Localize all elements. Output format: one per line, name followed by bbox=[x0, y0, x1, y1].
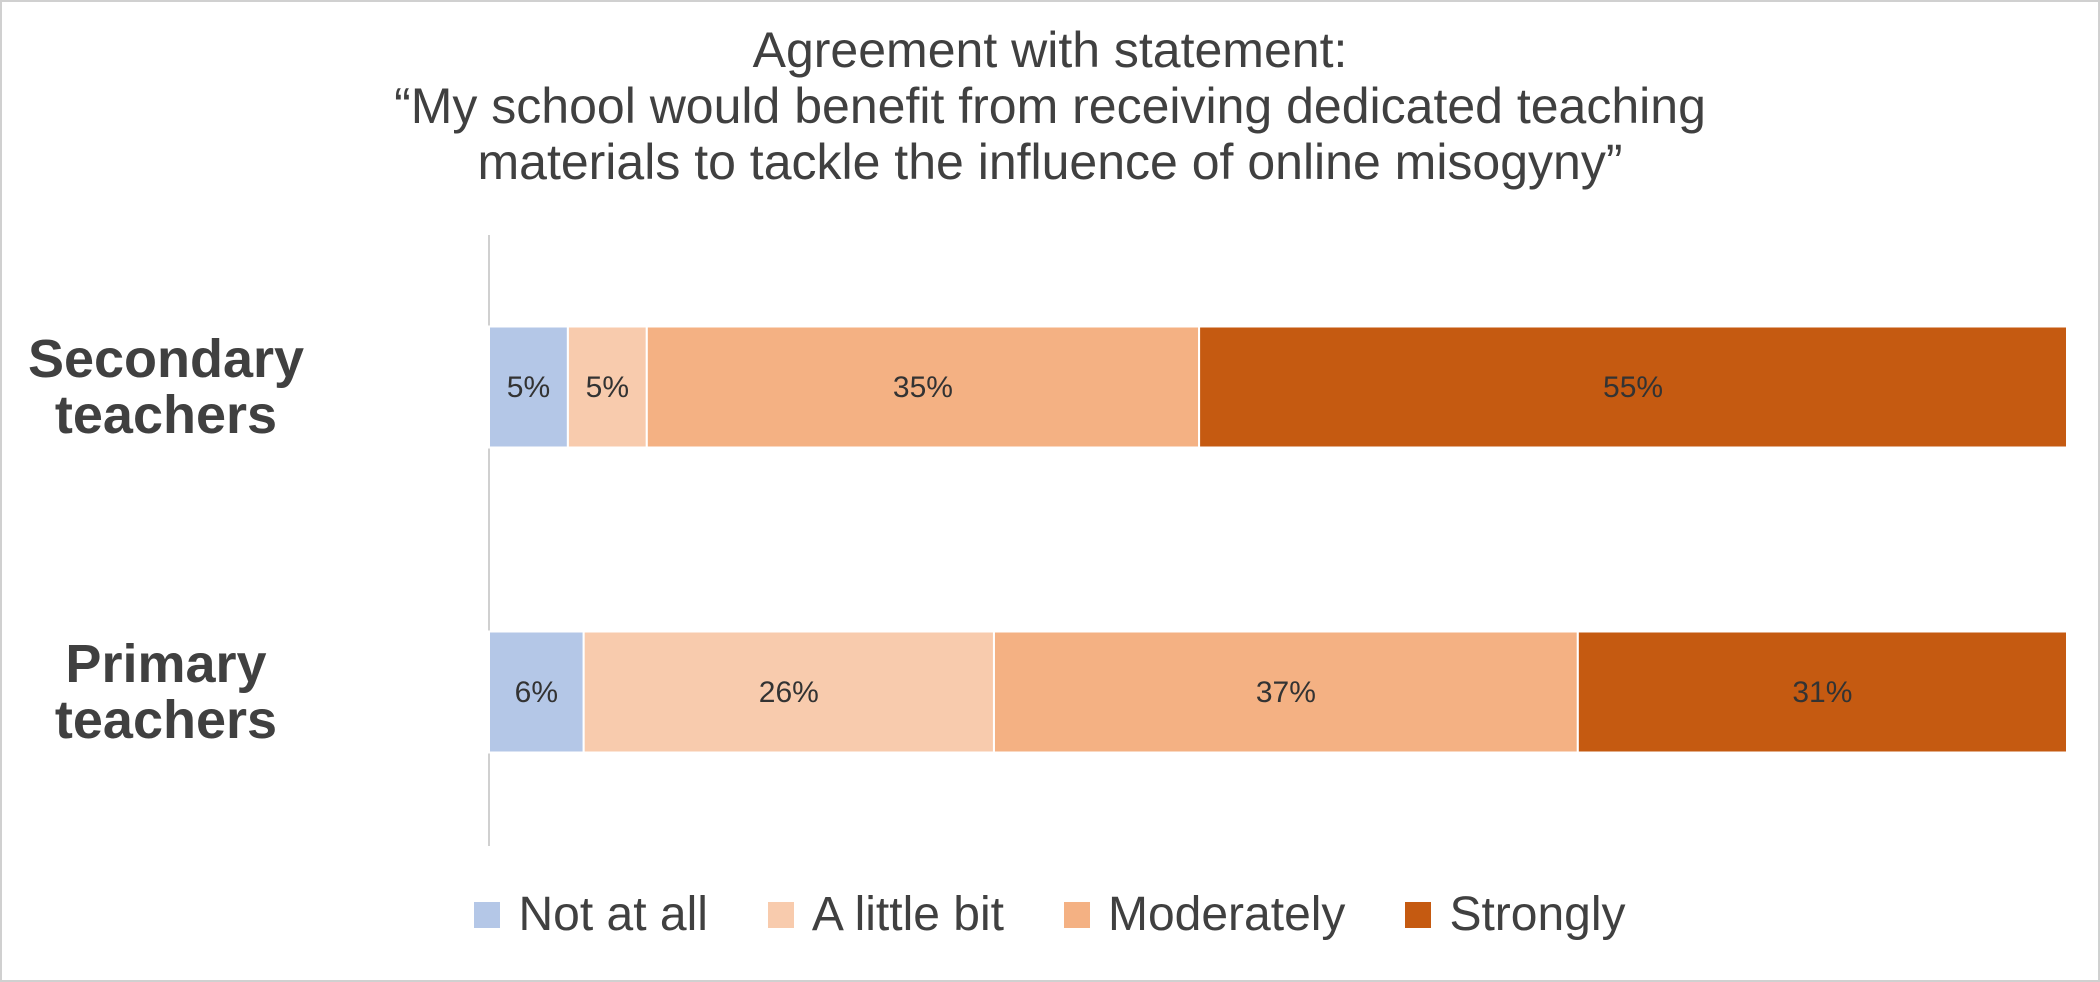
value-label: 5% bbox=[507, 371, 550, 404]
value-label: 6% bbox=[515, 676, 558, 709]
legend-label: A little bit bbox=[811, 888, 1004, 941]
legend-item: Not at all bbox=[474, 887, 708, 942]
value-label: 26% bbox=[759, 676, 819, 709]
value-label: 37% bbox=[1256, 676, 1316, 709]
bar-segment bbox=[566, 325, 648, 449]
legend-item: Moderately bbox=[1063, 887, 1346, 942]
legend-label: Moderately bbox=[1107, 888, 1346, 941]
bar-segment bbox=[582, 630, 995, 754]
legend-item: Strongly bbox=[1405, 887, 1626, 942]
legend-label: Strongly bbox=[1449, 888, 1626, 941]
value-label: 31% bbox=[1792, 676, 1852, 709]
bar-segment bbox=[488, 325, 569, 449]
legend-item: A little bit bbox=[767, 887, 1004, 942]
bar-segment bbox=[1576, 630, 2068, 754]
bar-segment bbox=[1198, 325, 2068, 449]
legend-swatch bbox=[1405, 901, 1432, 928]
value-label: 5% bbox=[586, 371, 629, 404]
legend-label: Not at all bbox=[518, 888, 708, 941]
legend-swatch bbox=[1063, 901, 1090, 928]
legend-swatch bbox=[474, 901, 501, 928]
category-label: Secondary teachers bbox=[27, 329, 305, 445]
value-label: 35% bbox=[893, 371, 953, 404]
category-label: Primary teachers bbox=[54, 634, 278, 750]
legend-swatch bbox=[767, 901, 794, 928]
chart-title: Agreement with statement: “My school wou… bbox=[394, 22, 1706, 190]
bar-segment bbox=[488, 630, 585, 754]
legend: Not at all A little bit Moderately Strongly bbox=[2, 887, 2098, 942]
value-label: 55% bbox=[1603, 371, 1663, 404]
